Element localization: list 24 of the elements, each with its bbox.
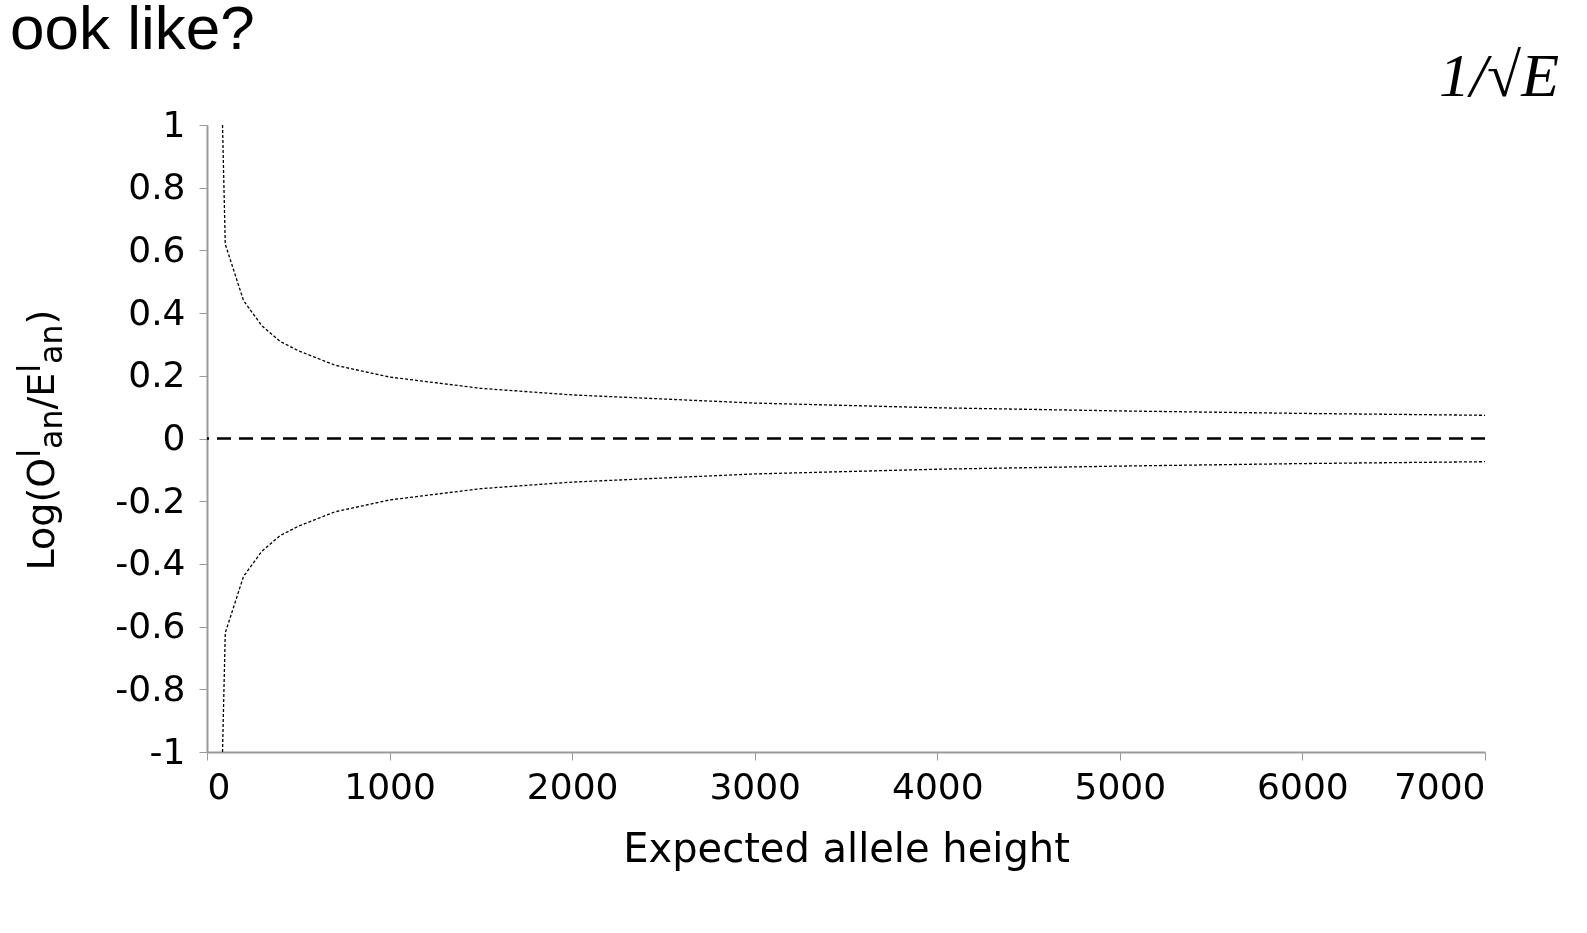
- y-tick-label: -0.6: [115, 605, 186, 647]
- y-tick-label: 0.6: [128, 228, 186, 270]
- y-tick-label: 0.8: [128, 166, 186, 208]
- chart-title: ook like?: [10, 0, 255, 63]
- line-series: [221, 461, 1486, 753]
- x-axis-title: Expected allele height: [623, 824, 1070, 871]
- x-tick-label: 0: [207, 765, 231, 807]
- line-series: [221, 124, 1486, 416]
- y-tick-label: 0: [162, 417, 186, 458]
- y-tick-label: -0.4: [115, 542, 186, 584]
- y-tick-label: 1: [162, 103, 186, 145]
- x-tick-label: 3000: [709, 765, 802, 807]
- y-tick-label: 0.4: [128, 291, 186, 333]
- x-tick-label: 1000: [344, 765, 436, 807]
- y-tick-label: -1: [149, 730, 186, 772]
- x-tick-label: 5000: [1074, 765, 1167, 807]
- x-tick-label: 4000: [891, 765, 984, 807]
- y-tick-label: 0.2: [128, 354, 186, 396]
- y-tick-label: -0.2: [115, 479, 186, 521]
- y-tick-label: -0.8: [115, 667, 186, 709]
- text: 1/√E: [1438, 40, 1559, 111]
- x-tick-label: 6000: [1257, 765, 1349, 807]
- x-tick-label: 7000: [1393, 765, 1486, 807]
- x-tick-label: 2000: [526, 765, 619, 807]
